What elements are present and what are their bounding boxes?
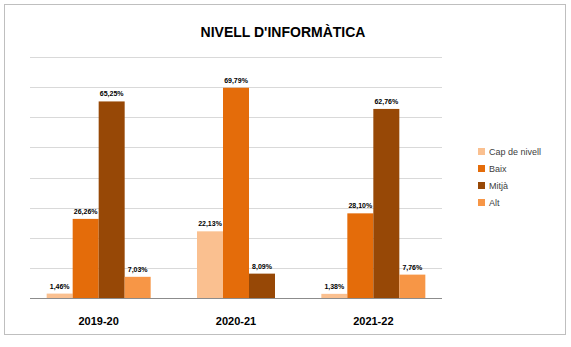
x-tick-label: 2019-20 bbox=[78, 315, 118, 327]
legend-label: Alt bbox=[489, 198, 500, 208]
labels: 1,46% 26,26% 65,25% 7,03% 22,13% 69,79% 8,09% 1… bbox=[50, 77, 423, 291]
legend-label: Baix bbox=[489, 164, 507, 174]
chart-frame bbox=[5, 5, 566, 335]
data-label: 26,26% bbox=[74, 208, 99, 216]
bar bbox=[373, 109, 399, 298]
data-label: 7,03% bbox=[128, 266, 149, 274]
bar bbox=[73, 219, 99, 298]
x-tick-label: 2020-21 bbox=[216, 315, 256, 327]
bar bbox=[99, 101, 125, 298]
data-label: 28,10% bbox=[348, 202, 373, 210]
data-label: 62,76% bbox=[374, 98, 399, 106]
data-label: 69,79% bbox=[224, 77, 249, 85]
bar bbox=[197, 231, 223, 298]
data-label: 1,46% bbox=[50, 283, 71, 291]
title: NIVELL D'INFORMÀTICA bbox=[201, 24, 366, 40]
bar bbox=[347, 213, 373, 298]
bar bbox=[321, 294, 347, 298]
data-label: 22,13% bbox=[198, 220, 223, 228]
data-label: 65,25% bbox=[100, 90, 125, 98]
legend-swatch bbox=[478, 182, 485, 189]
grid-line bbox=[30, 57, 442, 58]
data-label: 1,38% bbox=[324, 283, 345, 291]
x-tick-label: 2021-22 bbox=[353, 315, 393, 327]
bars bbox=[47, 88, 426, 298]
legend-label: Cap de nivell bbox=[489, 147, 541, 157]
bar bbox=[125, 277, 151, 298]
bar bbox=[249, 274, 275, 298]
bar bbox=[399, 275, 425, 298]
axis-baseline bbox=[30, 298, 442, 299]
data-label: 8,09% bbox=[252, 263, 273, 271]
legend-swatch bbox=[478, 148, 485, 155]
chart: NIVELL D'INFORMÀTICA 1,46% 26,26% 65,25% 7,0… bbox=[0, 0, 571, 347]
legend-label: Mitjà bbox=[489, 181, 508, 191]
data-label: 7,76% bbox=[402, 264, 423, 272]
legend-swatch bbox=[478, 199, 485, 206]
bar bbox=[47, 294, 73, 298]
bar bbox=[223, 88, 249, 298]
legend-swatch bbox=[478, 165, 485, 172]
